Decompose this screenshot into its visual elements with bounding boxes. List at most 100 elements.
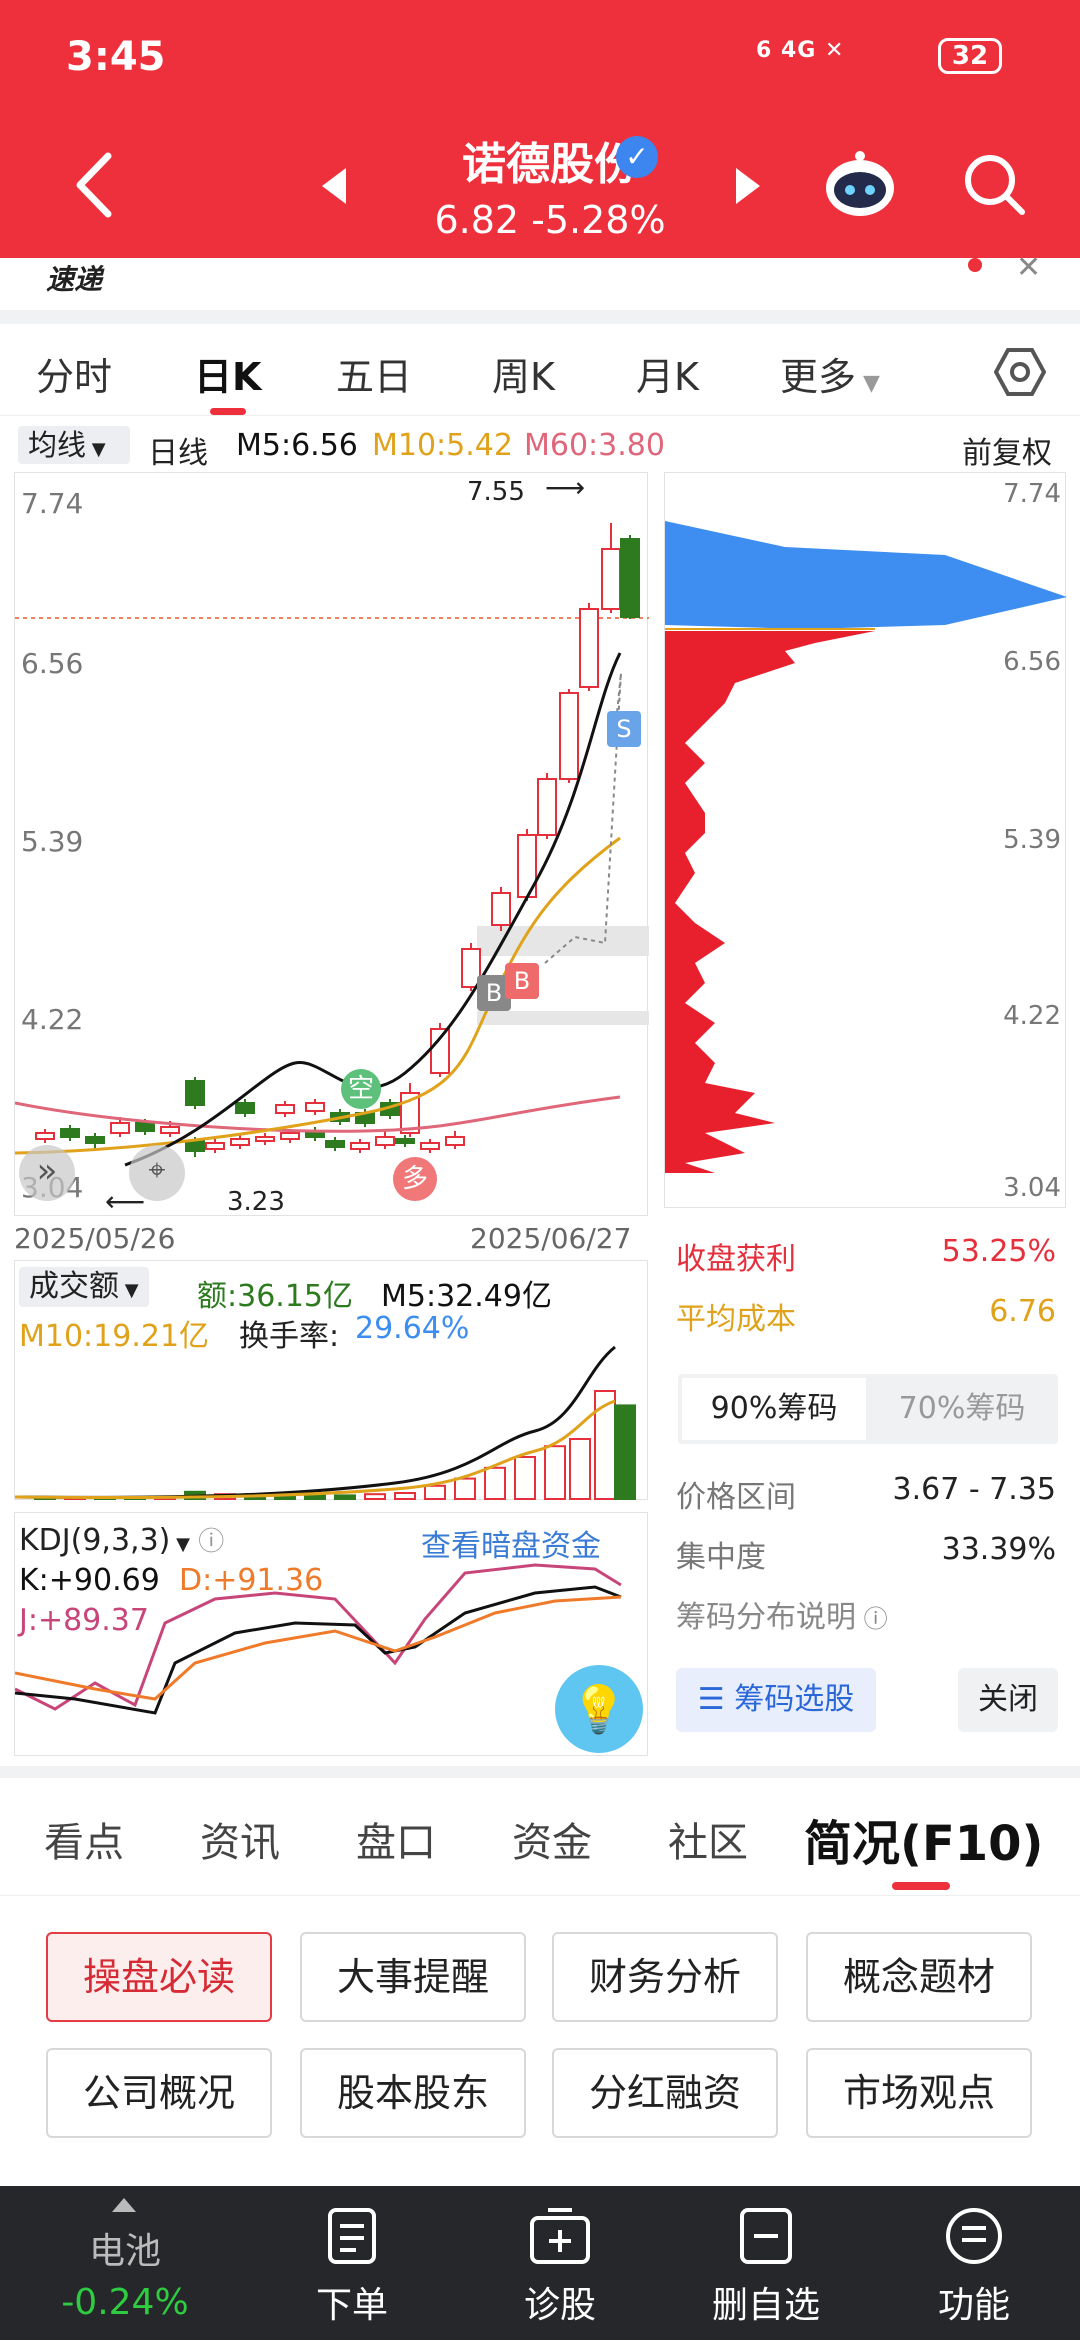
ma-selector[interactable]: 均线 ▼ xyxy=(18,426,130,464)
scroll-left-button[interactable]: » xyxy=(19,1145,75,1201)
candle-body xyxy=(85,1136,105,1144)
profit-value: 53.25% xyxy=(941,1234,1056,1269)
tab-more[interactable]: 更多 ▼ xyxy=(780,346,880,401)
help-icon: ⓘ xyxy=(856,1605,888,1633)
tab-community[interactable]: 社区 xyxy=(668,1820,748,1866)
chip-explain-link[interactable]: 筹码分布说明 ⓘ xyxy=(676,1592,888,1636)
tab-chip-70[interactable]: 70%筹码 xyxy=(898,1391,1026,1426)
low-price-label: 3.23 xyxy=(227,1187,285,1217)
kdj-k-value: K:+90.69 xyxy=(19,1563,160,1598)
candle-body xyxy=(110,1122,130,1134)
nav-functions[interactable]: 功能 xyxy=(884,2186,1064,2340)
y-tick: 4.22 xyxy=(21,1003,84,1036)
nav-functions-label: 功能 xyxy=(937,2285,1010,2326)
f10-dividends[interactable]: 分红融资 xyxy=(552,2048,778,2138)
y-tick: 7.74 xyxy=(21,487,84,520)
settings-icon[interactable] xyxy=(994,346,1046,398)
long-signal-badge[interactable]: 多 xyxy=(393,1157,437,1201)
short-signal-badge[interactable]: 空 xyxy=(341,1069,381,1109)
kdj-d-line xyxy=(15,1595,622,1701)
lightbulb-icon[interactable]: 💡 xyxy=(555,1665,643,1753)
kline-chart[interactable]: 7.74 6.56 5.39 4.22 3.04 7.55 ⟶ ⟵ 3.23 空… xyxy=(14,471,649,1218)
chip-stats-panel: 收盘获利 53.25% 平均成本 6.76 90%筹码 70%筹码 价格区间 3… xyxy=(664,1214,1066,1744)
candle-body xyxy=(205,1142,225,1150)
chevron-down-icon: ▼ xyxy=(170,1534,190,1555)
search-icon[interactable] xyxy=(962,152,1028,218)
remove-icon xyxy=(740,2208,792,2264)
volume-bar xyxy=(334,1494,356,1500)
turnover-value: 29.64% xyxy=(355,1311,470,1346)
tab-highlights[interactable]: 看点 xyxy=(44,1820,124,1866)
divider xyxy=(0,310,1080,324)
stock-name: 诺德股份 xyxy=(462,139,638,190)
chip-y-tick: 4.22 xyxy=(1003,1001,1061,1031)
tab-chip-90[interactable]: 90%筹码 xyxy=(682,1378,866,1440)
tab-five-day[interactable]: 五日 xyxy=(336,355,413,399)
index-ticker[interactable]: 电池 -0.24% xyxy=(0,2186,250,2340)
trade-path xyxy=(544,672,622,964)
close-banner-icon[interactable]: ✕ xyxy=(1016,250,1042,285)
expand-up-icon xyxy=(112,2198,136,2212)
active-tab-indicator xyxy=(210,408,246,415)
kdj-selector-label: KDJ(9,3,3) xyxy=(19,1523,171,1558)
volume-bar xyxy=(614,1404,636,1500)
tab-weekly-k[interactable]: 周K xyxy=(492,355,555,399)
candle-body xyxy=(135,1122,155,1132)
prev-stock-icon[interactable] xyxy=(322,168,346,204)
next-stock-icon[interactable] xyxy=(736,168,760,204)
tab-monthly-k[interactable]: 月K xyxy=(636,355,699,399)
kdj-selector[interactable]: KDJ(9,3,3) ▼ ⓘ xyxy=(19,1521,224,1558)
chip-y-tick: 6.56 xyxy=(1003,647,1061,677)
back-arrow-icon[interactable] xyxy=(72,150,116,220)
tab-f10[interactable]: 简况(F10) xyxy=(804,1816,1044,1872)
tab-daily-k[interactable]: 日K xyxy=(194,355,262,399)
f10-concepts[interactable]: 概念题材 xyxy=(806,1932,1032,2022)
volume-chart[interactable]: 成交额 ▼ 额:36.15亿 M5:32.49亿 M10:19.21亿 换手率:… xyxy=(14,1260,648,1501)
nav-remove-watchlist[interactable]: 删自选 xyxy=(676,2186,856,2340)
f10-market-views[interactable]: 市场观点 xyxy=(806,2048,1032,2138)
profit-label: 收盘获利 xyxy=(676,1242,796,1277)
chip-distribution-chart[interactable]: 7.74 6.56 5.39 4.22 3.04 xyxy=(664,472,1067,1208)
f10-events[interactable]: 大事提醒 xyxy=(300,1932,526,2022)
ma5-line xyxy=(124,652,622,1167)
volume-bar xyxy=(569,1438,591,1500)
tab-more-label: 更多 xyxy=(780,355,857,399)
sell-mark[interactable]: S xyxy=(607,711,641,747)
buy-mark[interactable]: B xyxy=(505,963,539,999)
tab-orderbook[interactable]: 盘口 xyxy=(356,1820,436,1866)
volume-ma5: M5:32.49亿 xyxy=(381,1279,552,1314)
tab-funds[interactable]: 资金 xyxy=(512,1820,592,1866)
news-banner[interactable]: 速递 ✕ xyxy=(0,250,1080,310)
ma10-value: M10:5.42 xyxy=(372,428,513,463)
order-icon xyxy=(328,2208,376,2264)
nav-order[interactable]: 下单 xyxy=(262,2186,442,2340)
active-tab-indicator xyxy=(892,1882,950,1890)
f10-trading-guide[interactable]: 操盘必读 xyxy=(46,1932,272,2022)
candle-body xyxy=(160,1126,180,1134)
candle-body xyxy=(491,892,511,926)
chip-pick-button[interactable]: ☰ 筹码选股 xyxy=(676,1668,876,1732)
adjust-mode[interactable]: 前复权 xyxy=(962,436,1052,471)
f10-financials[interactable]: 财务分析 xyxy=(552,1932,778,2022)
candle-body xyxy=(420,1142,440,1150)
header-bar: 3:45 6 4G ✕ 32 诺德股份 ✓ 6.82 -5.28% xyxy=(0,0,1080,258)
menu-icon xyxy=(946,2208,1002,2264)
battery-indicator: 32 xyxy=(938,38,1002,74)
y-tick: 5.39 xyxy=(21,825,84,858)
tab-intraday[interactable]: 分时 xyxy=(36,355,113,399)
f10-shareholders[interactable]: 股本股东 xyxy=(300,2048,526,2138)
crosshair-button[interactable]: ⌖ xyxy=(129,1145,185,1201)
kdj-chart[interactable]: KDJ(9,3,3) ▼ ⓘ 查看暗盘资金 K:+90.69 D:+91.36 … xyxy=(14,1512,648,1756)
candle-body xyxy=(620,538,640,618)
robot-assistant-icon[interactable] xyxy=(822,146,898,222)
nav-diagnose[interactable]: 诊股 xyxy=(470,2186,650,2340)
volume-bar xyxy=(424,1484,446,1501)
close-chip-button[interactable]: 关闭 xyxy=(958,1668,1058,1732)
hidden-funds-link[interactable]: 查看暗盘资金 xyxy=(421,1529,601,1564)
volume-selector[interactable]: 成交额 ▼ xyxy=(19,1267,149,1307)
tab-news[interactable]: 资讯 xyxy=(200,1820,280,1866)
f10-company-profile[interactable]: 公司概况 xyxy=(46,2048,272,2138)
candle-body xyxy=(185,1140,205,1152)
candle-body xyxy=(395,1138,415,1144)
candle-body xyxy=(185,1080,205,1106)
